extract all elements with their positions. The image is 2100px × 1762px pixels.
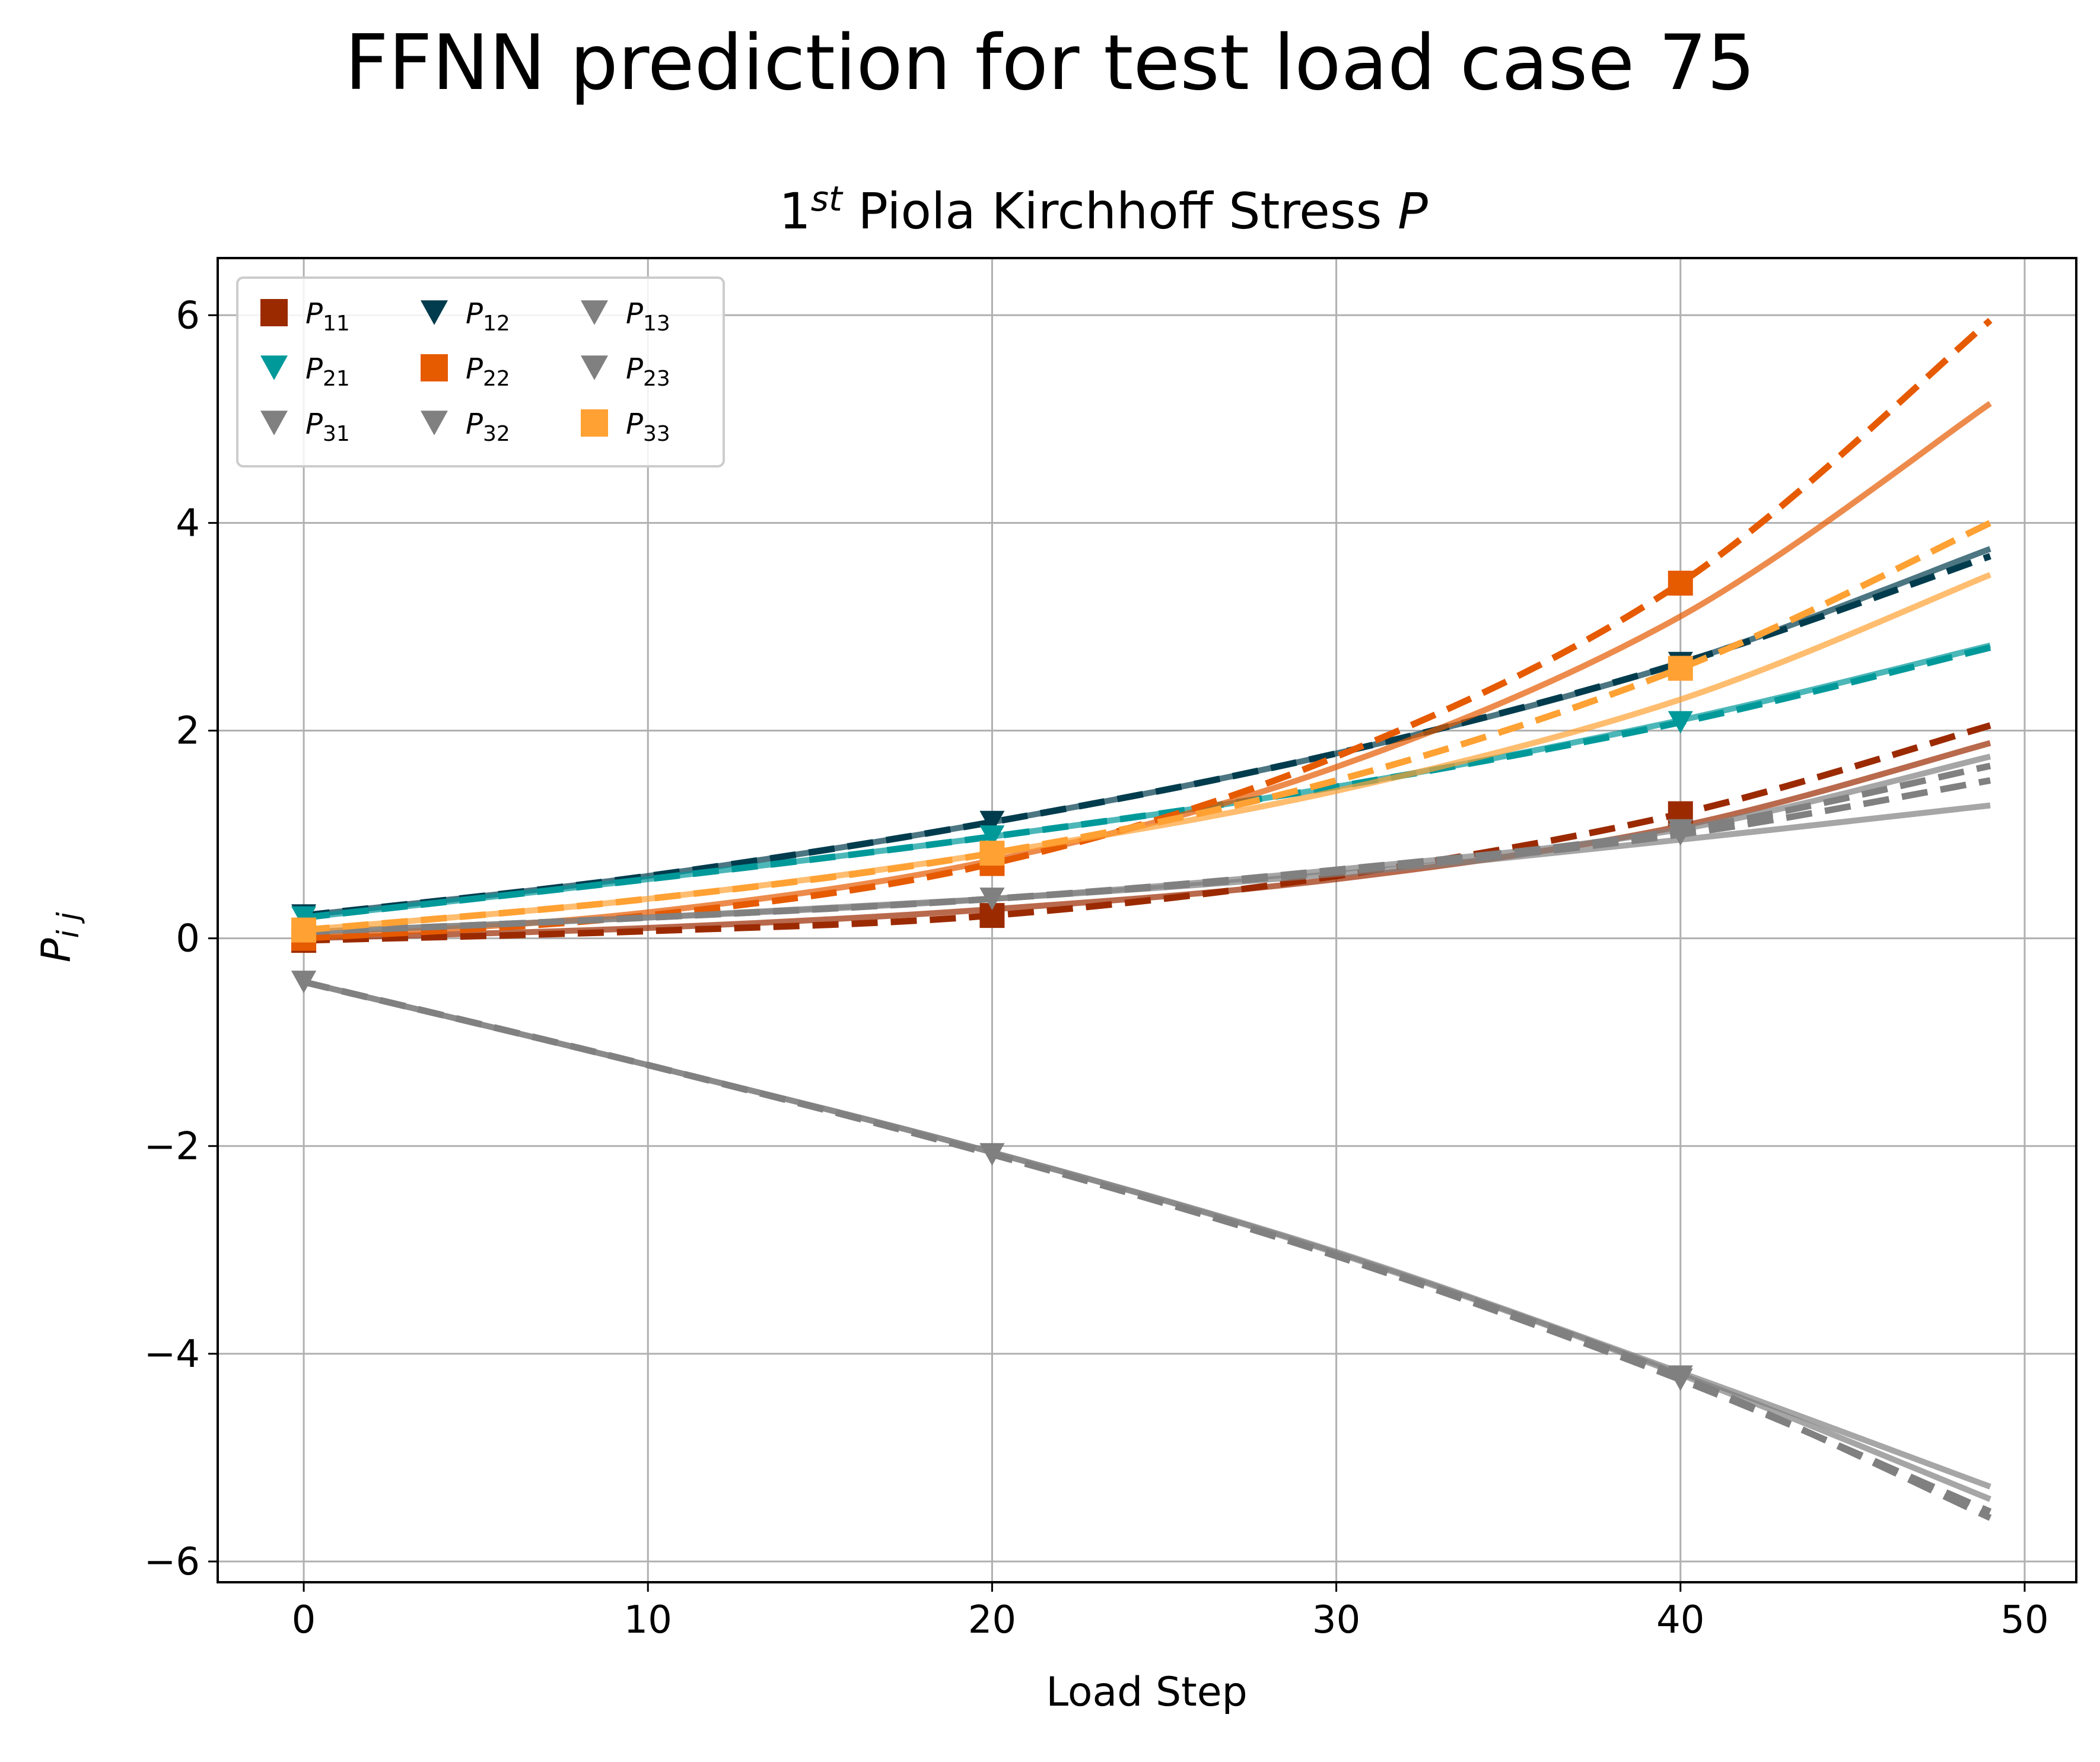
legend-label-p31: P31 xyxy=(306,408,350,446)
axes-title-number: 1 xyxy=(779,182,810,240)
legend-label-symbol: P xyxy=(626,297,643,330)
series-p33-prediction-line xyxy=(303,572,1991,933)
axes-title-text: Piola Kirchhoff Stress xyxy=(842,182,1398,240)
y-tick-label: 0 xyxy=(176,917,200,961)
legend-entry-p21: P21 xyxy=(260,352,350,391)
legend-entry-p12: P12 xyxy=(421,297,510,336)
legend-entry-p22: P22 xyxy=(421,352,510,391)
legend-label-symbol: P xyxy=(466,408,483,441)
legend-label-p22: P22 xyxy=(466,352,510,391)
axes-title: 1st Piola Kirchhoff Stress P xyxy=(779,179,1428,240)
y-axis-label: Pi j xyxy=(33,912,85,963)
legend-marker-p21 xyxy=(260,355,288,380)
legend-label-subscript: 12 xyxy=(483,311,510,336)
series-p32-marker xyxy=(979,1143,1005,1166)
legend-marker-p33 xyxy=(581,409,608,437)
series-p33 xyxy=(291,520,1992,943)
axes-title-symbol: P xyxy=(1398,182,1428,240)
legend-label-symbol: P xyxy=(466,352,483,386)
x-tick-label: 10 xyxy=(624,1598,672,1642)
x-tick-label: 50 xyxy=(2000,1598,2048,1642)
legend-label-subscript: 22 xyxy=(483,367,510,391)
legend-label-subscript: 33 xyxy=(643,422,670,446)
legend-marker-p23 xyxy=(581,355,608,380)
x-tick-label: 20 xyxy=(968,1598,1016,1642)
y-tick-label: 2 xyxy=(176,710,200,753)
series-p21-prediction-line xyxy=(303,643,1991,921)
figure-suptitle: FFNN prediction for test load case 75 xyxy=(345,19,1755,107)
grid xyxy=(218,258,2076,1582)
series-p32-marker xyxy=(1668,1368,1693,1391)
series-p12-marker xyxy=(979,810,1005,834)
y-axis-label-group: Pi j xyxy=(33,912,85,963)
x-axis-label: Load Step xyxy=(1046,1669,1248,1716)
y-axis-label-subscript: i j xyxy=(51,912,85,939)
y-axis-label-symbol: P xyxy=(33,938,80,962)
axes-frame xyxy=(217,257,2077,1583)
legend-label-p33: P33 xyxy=(626,408,670,446)
legend-entry-p11: P11 xyxy=(260,297,350,336)
series-p22-marker xyxy=(1668,570,1693,596)
legend-label-p32: P32 xyxy=(466,408,510,446)
legend-label-p11: P11 xyxy=(306,297,350,336)
ticks: 0 10 20 30 40 50 −6 −4 −2 0 2 4 6 xyxy=(144,294,2049,1642)
legend-entry-p32: P32 xyxy=(421,408,510,446)
legend-label-subscript: 11 xyxy=(323,311,350,336)
series-p33-marker xyxy=(291,917,317,943)
legend-label-symbol: P xyxy=(306,297,323,330)
series-p23-marker xyxy=(1668,819,1693,842)
series-p21-marker xyxy=(291,906,316,929)
legend-marker-p32 xyxy=(421,411,448,435)
legend-marker-p31 xyxy=(260,411,288,435)
series-p23-prediction-line xyxy=(303,753,1991,936)
legend-entry-p33: P33 xyxy=(581,408,670,446)
series-p33-marker xyxy=(979,841,1005,866)
series-p23-marker xyxy=(979,888,1005,910)
series-p11-prediction-line xyxy=(303,740,1991,942)
legend-label-subscript: 32 xyxy=(483,422,510,446)
legend-marker-p11 xyxy=(260,299,288,326)
legend-marker-p12 xyxy=(421,300,448,325)
series-p21-marker xyxy=(979,825,1005,848)
series-p32-prediction-line xyxy=(303,979,1991,1502)
legend-label-symbol: P xyxy=(626,408,643,441)
legend-label-symbol: P xyxy=(626,352,643,386)
series-p32-marker xyxy=(291,971,316,994)
legend-label-subscript: 23 xyxy=(643,367,670,391)
legend-label-subscript: 21 xyxy=(323,367,350,391)
legend-label-p21: P21 xyxy=(306,352,350,391)
y-tick-label: −4 xyxy=(144,1332,200,1376)
legend-label-p23: P23 xyxy=(626,352,670,391)
series-p21-marker xyxy=(1668,711,1693,734)
y-tick-label: −2 xyxy=(144,1125,200,1169)
legend-marker-p13 xyxy=(581,300,608,325)
series-p32 xyxy=(291,971,1992,1515)
x-tick-label: 40 xyxy=(1656,1598,1704,1642)
x-tick-label: 30 xyxy=(1312,1598,1360,1642)
legend-entry-p23: P23 xyxy=(581,352,670,391)
axes-title-superscript: st xyxy=(811,179,844,219)
legend-marker-p22 xyxy=(421,354,448,381)
legend-label-symbol: P xyxy=(306,352,323,386)
legend-label-p12: P12 xyxy=(466,297,510,336)
legend-entry-p13: P13 xyxy=(581,297,670,336)
legend-label-subscript: 13 xyxy=(643,311,670,336)
legend-entry-p31: P31 xyxy=(260,408,350,446)
series-layer xyxy=(291,317,1993,1521)
series-p33-marker xyxy=(1668,656,1693,681)
legend-label-subscript: 31 xyxy=(323,422,350,446)
legend-label-p13: P13 xyxy=(626,297,670,336)
x-tick-label: 0 xyxy=(292,1598,316,1642)
legend-label-symbol: P xyxy=(306,408,323,441)
y-tick-label: 6 xyxy=(176,294,200,338)
y-tick-label: 4 xyxy=(176,501,200,545)
series-p21 xyxy=(291,643,1991,929)
legend-label-symbol: P xyxy=(466,297,483,330)
y-tick-label: −6 xyxy=(144,1540,200,1584)
